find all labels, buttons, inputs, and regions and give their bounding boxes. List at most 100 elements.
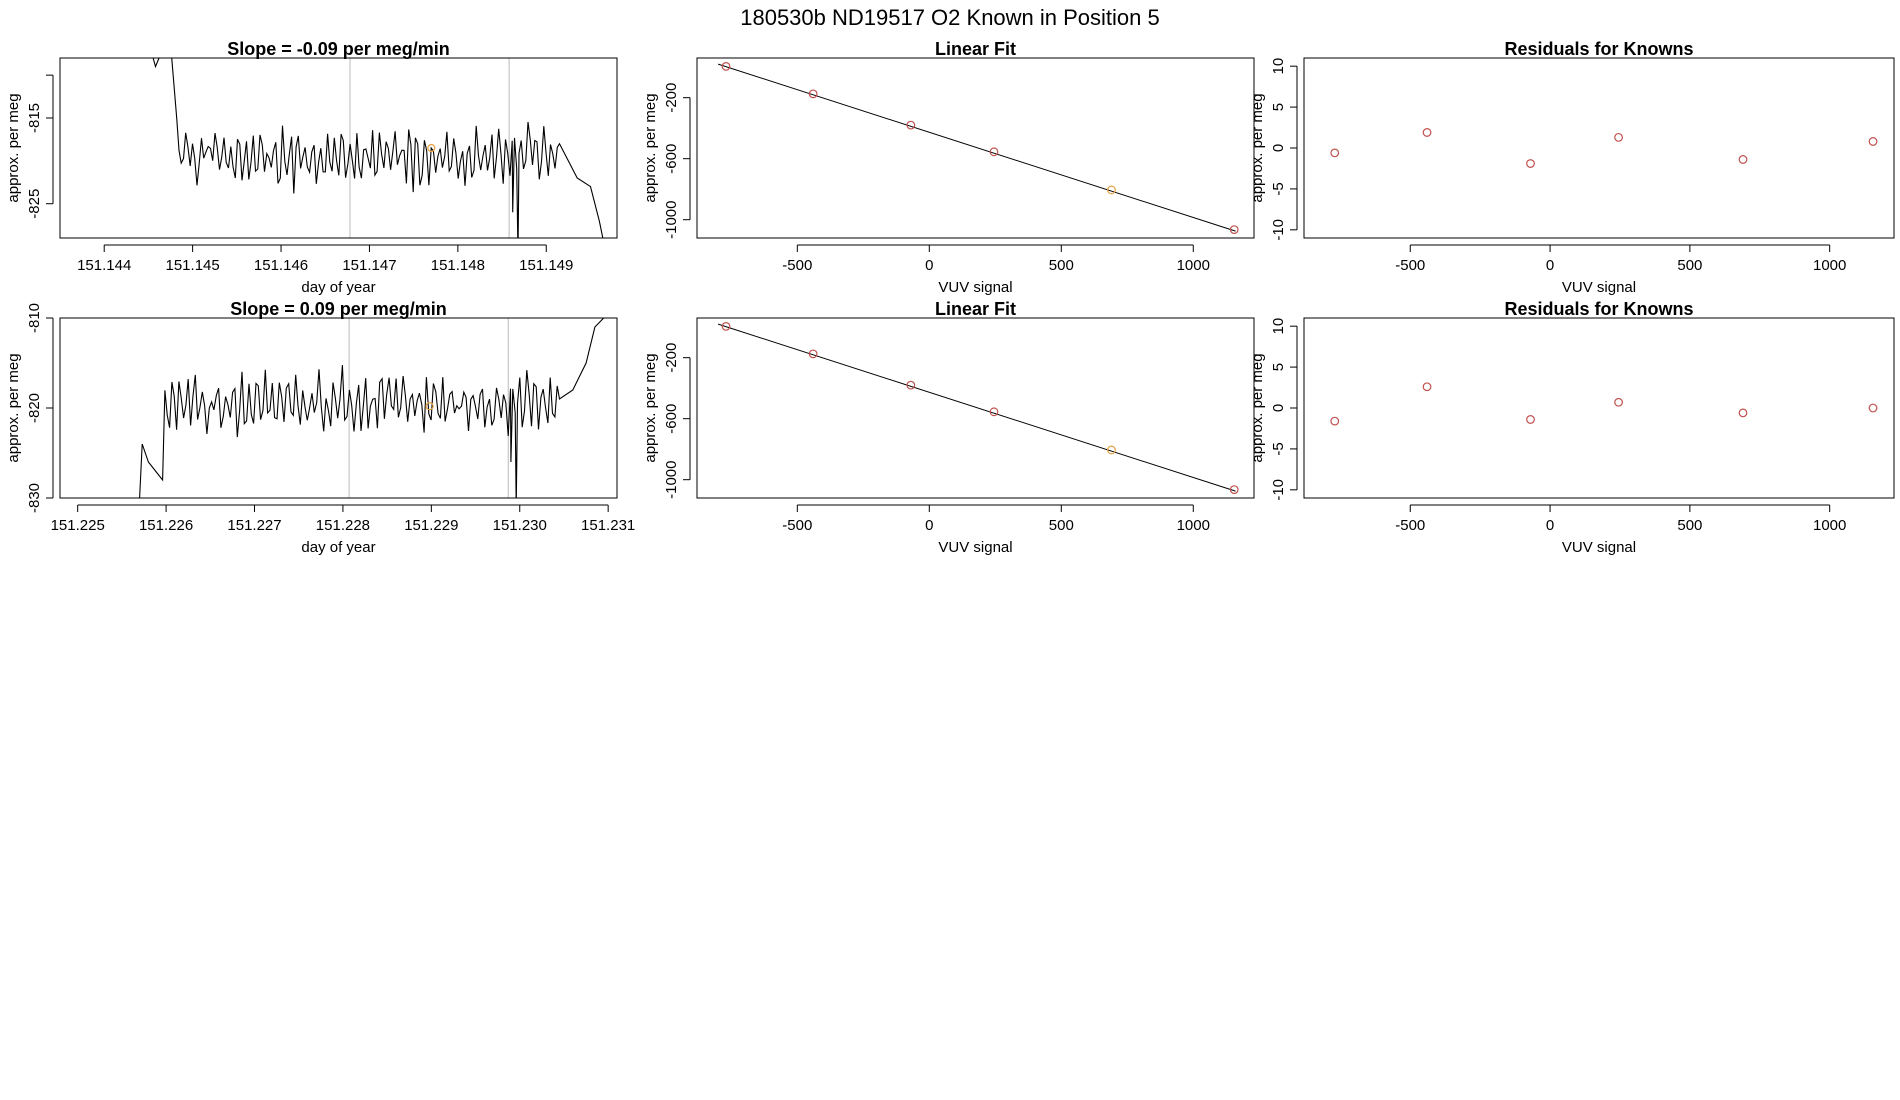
highlight-point (425, 402, 434, 411)
fit-line (717, 323, 1236, 492)
data-point (1229, 485, 1239, 495)
plot-frame (696, 57, 1255, 239)
data-point (1614, 132, 1623, 142)
y-tick-label: -5 (1270, 442, 1287, 455)
x-tick-label: 151.229 (404, 517, 458, 534)
x-tick-label: 500 (1049, 257, 1074, 274)
y-axis-label: approx. per meg (1249, 353, 1266, 462)
panel-title: Residuals for Knowns (1504, 39, 1693, 59)
plot-frame (1303, 57, 1895, 239)
x-tick-label: 151.231 (581, 517, 635, 534)
data-point (1330, 416, 1340, 426)
x-tick-label: 1000 (1813, 517, 1846, 534)
data-point (906, 380, 916, 390)
x-tick-label: 500 (1677, 257, 1702, 274)
y-tick-label: 5 (1270, 363, 1287, 371)
x-tick-label: 151.225 (51, 517, 105, 534)
y-tick-label: -810 (26, 303, 43, 333)
y-tick-label: -600 (663, 144, 680, 174)
data-point (1107, 445, 1116, 455)
y-tick-label: -825 (26, 189, 43, 219)
panel-rs2: Residuals for Knowns -500 0 500 1000 VUV sign… (1249, 299, 1895, 556)
y-tick-label: -815 (26, 103, 43, 133)
x-tick-label: -500 (782, 257, 812, 274)
x-tick-label: 0 (1546, 257, 1554, 274)
y-tick-label: 10 (1270, 58, 1287, 75)
y-tick-label: -1000 (663, 461, 680, 499)
data-layer (152, 58, 604, 238)
data-point (721, 61, 731, 71)
y-axis-label: approx. per meg (1249, 93, 1266, 202)
data-layer (717, 61, 1239, 235)
x-tick-label: 0 (1546, 517, 1554, 534)
x-tick-label: 151.146 (254, 257, 308, 274)
y-tick-label: -600 (663, 404, 680, 434)
y-tick-label: -200 (663, 83, 680, 113)
fit-line (717, 63, 1236, 232)
y-tick-label: 5 (1270, 103, 1287, 111)
series-line (139, 318, 605, 498)
data-point (1526, 415, 1535, 424)
data-point (1422, 128, 1432, 137)
panel-title: Linear Fit (935, 299, 1016, 319)
x-tick-label: 0 (925, 257, 933, 274)
data-layer (1330, 382, 1878, 426)
y-tick-label: -200 (663, 343, 680, 373)
x-tick-label: 500 (1049, 517, 1074, 534)
data-point (1330, 148, 1340, 158)
plot-frame (1303, 317, 1895, 499)
x-tick-label: 1000 (1177, 517, 1210, 534)
data-layer (1330, 128, 1878, 168)
data-point (989, 407, 999, 417)
data-point (808, 349, 818, 359)
data-point (1229, 225, 1239, 235)
data-point (1738, 155, 1748, 164)
x-tick-label: 151.227 (227, 517, 281, 534)
x-axis-label: VUV signal (1562, 539, 1636, 556)
x-tick-label: 151.230 (493, 517, 547, 534)
y-tick-label: -10 (1270, 219, 1287, 241)
x-tick-label: 1000 (1813, 257, 1846, 274)
y-axis-label: approx. per meg (642, 353, 659, 462)
y-tick-label: -820 (26, 393, 43, 423)
series-line (152, 58, 604, 238)
panel-rs1: Residuals for Knowns -500 0 500 1000 VUV sign… (1249, 39, 1895, 296)
panel-lf2: Linear Fit -500 0 500 1000 VUV signal -1000 -60… (642, 299, 1255, 556)
x-tick-label: -500 (1395, 257, 1425, 274)
y-tick-label: -830 (26, 483, 43, 513)
x-axis-label: day of year (301, 539, 375, 556)
y-tick-label: 0 (1270, 144, 1287, 152)
y-tick-label: -1000 (663, 201, 680, 239)
y-axis-label: approx. per meg (5, 93, 22, 202)
panel-title: Linear Fit (935, 39, 1016, 59)
panel-title: Slope = -0.09 per meg/min (227, 39, 450, 59)
y-tick-label: 0 (1270, 404, 1287, 412)
y-axis-label: approx. per meg (642, 93, 659, 202)
plot-frame (696, 317, 1255, 499)
data-point (1526, 159, 1535, 168)
y-tick-label: 10 (1270, 318, 1287, 335)
panel-ts1: Slope = -0.09 per meg/min 151.144 151.145 1… (5, 39, 618, 296)
data-point (989, 147, 999, 157)
plot-frame (59, 317, 618, 499)
figure-title: 180530b ND19517 O2 Known in Position 5 (740, 5, 1160, 30)
x-tick-label: -500 (782, 517, 812, 534)
data-point (1422, 382, 1432, 392)
data-layer (717, 321, 1239, 495)
panel-title: Slope = 0.09 per meg/min (230, 299, 447, 319)
data-point (1614, 397, 1623, 407)
highlight-point (427, 143, 436, 153)
x-tick-label: 500 (1677, 517, 1702, 534)
y-tick-label: -10 (1270, 479, 1287, 501)
x-tick-label: 151.228 (316, 517, 370, 534)
y-tick-label: -5 (1270, 182, 1287, 195)
data-point (1738, 408, 1748, 418)
x-axis-label: day of year (301, 279, 375, 296)
data-point (1107, 185, 1116, 195)
x-axis-label: VUV signal (938, 539, 1012, 556)
x-tick-label: 1000 (1177, 257, 1210, 274)
y-axis-label: approx. per meg (5, 353, 22, 462)
x-tick-label: 151.147 (342, 257, 396, 274)
x-tick-label: -500 (1395, 517, 1425, 534)
